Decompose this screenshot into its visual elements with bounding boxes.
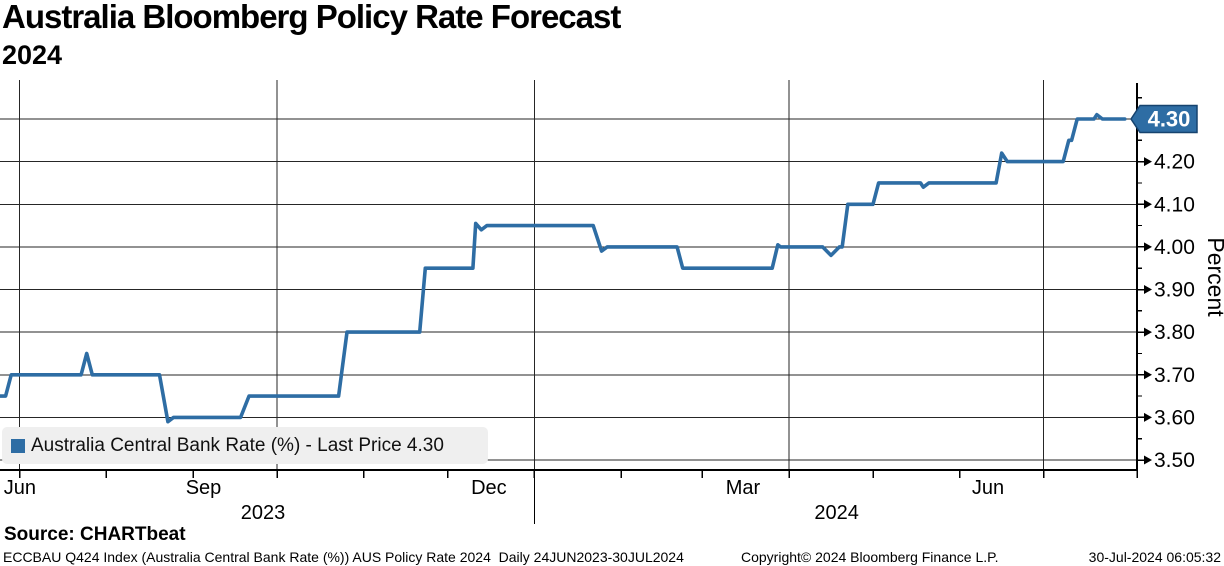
last-price-flag: 4.30	[1130, 104, 1198, 134]
svg-text:Jun: Jun	[972, 477, 1004, 499]
security-info: ECCBAU Q424 Index (Australia Central Ban…	[3, 549, 684, 565]
svg-text:Percent: Percent	[1203, 237, 1224, 317]
source-label: Source: CHARTbeat	[4, 524, 186, 545]
legend-label: Australia Central Bank Rate (%) - Last P…	[31, 434, 444, 456]
svg-text:Jun: Jun	[4, 477, 36, 499]
svg-text:4.30: 4.30	[1148, 107, 1191, 132]
timestamp: 30-Jul-2024 06:05:32	[1088, 549, 1221, 565]
svg-text:Dec: Dec	[471, 477, 507, 499]
gridlines	[0, 80, 1137, 470]
svg-text:3.70: 3.70	[1154, 364, 1195, 387]
series-line	[0, 112, 1127, 424]
copyright: Copyright© 2024 Bloomberg Finance L.P.	[741, 549, 999, 565]
svg-text:3.50: 3.50	[1154, 449, 1195, 472]
svg-text:3.60: 3.60	[1154, 406, 1195, 429]
svg-text:2024: 2024	[814, 502, 859, 524]
series-swatch-icon	[11, 438, 25, 453]
chart-title: Australia Bloomberg Policy Rate Forecast	[2, 0, 621, 35]
chart-subtitle: 2024	[2, 40, 63, 70]
svg-text:4.00: 4.00	[1154, 236, 1195, 259]
svg-text:3.80: 3.80	[1154, 321, 1195, 344]
svg-text:4.20: 4.20	[1154, 151, 1195, 174]
x-axis: Jun Sep Dec Mar Jun 2023 2024	[0, 469, 1138, 524]
svg-text:3.90: 3.90	[1154, 279, 1195, 302]
y-axis: 3.50 3.60 3.70 3.80 3.90 4.00 4.10 4.20 Percent	[1136, 83, 1224, 472]
svg-text:Sep: Sep	[186, 477, 222, 499]
svg-text:2023: 2023	[241, 502, 286, 524]
svg-text:Mar: Mar	[726, 477, 761, 499]
svg-text:4.10: 4.10	[1154, 193, 1195, 216]
legend[interactable]: Australia Central Bank Rate (%) - Last P…	[2, 427, 488, 464]
